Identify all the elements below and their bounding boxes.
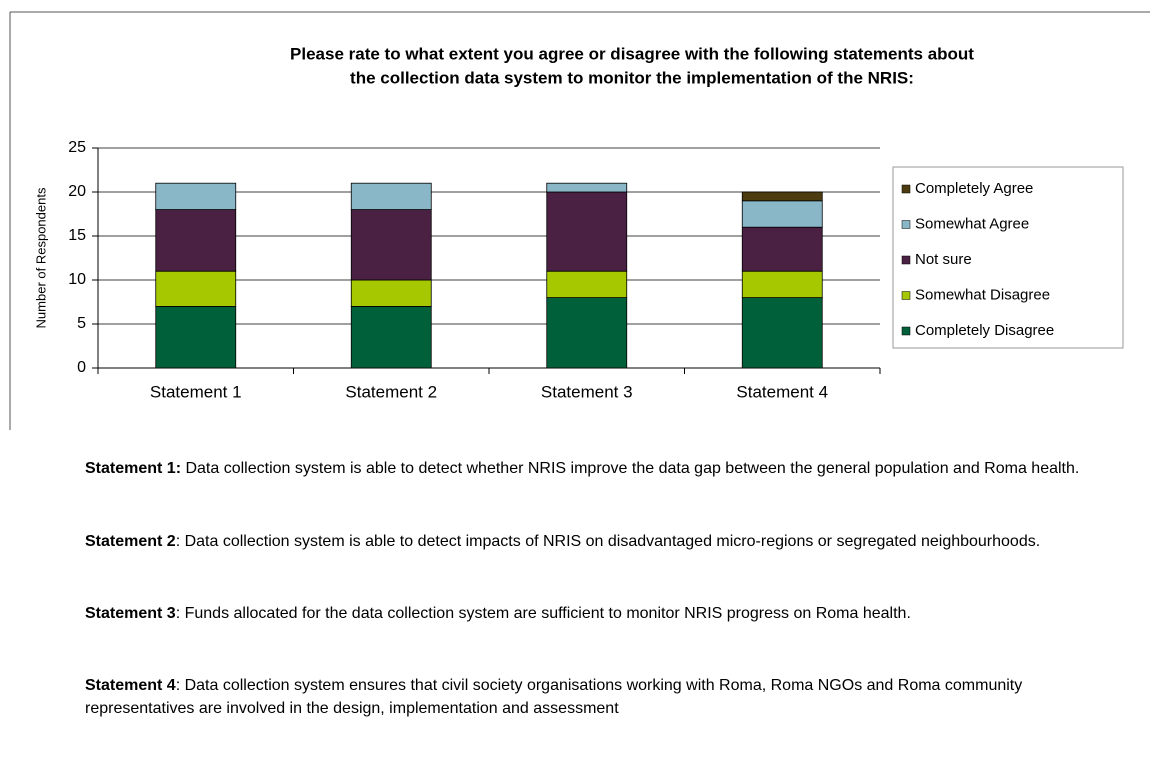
y-tick-label: 20 <box>68 183 86 200</box>
statement: Statement 3: Funds allocated for the dat… <box>85 602 1085 625</box>
legend-swatch <box>901 220 911 229</box>
bar-segment <box>546 191 628 272</box>
bar-segment <box>741 191 823 202</box>
legend-label: Somewhat Agree <box>915 215 1029 232</box>
bar-segment <box>546 270 628 299</box>
bar-segment <box>350 305 432 369</box>
legend-label: Completely Agree <box>915 180 1033 197</box>
bar-segment <box>155 182 237 210</box>
statement-label: Statement 1: <box>85 460 182 477</box>
bar-segment <box>741 297 823 369</box>
x-tick-label: Statement 2 <box>345 382 437 401</box>
y-tick-label: 10 <box>68 271 86 288</box>
bar-segment <box>546 182 628 193</box>
chart-title: Please rate to what extent you agree or … <box>290 44 974 63</box>
bar-segment <box>350 182 432 210</box>
legend-label: Somewhat Disagree <box>915 286 1050 303</box>
legend-swatch <box>901 326 911 336</box>
y-tick-label: 25 <box>68 139 86 156</box>
x-tick-label: Statement 3 <box>541 382 633 401</box>
statement-text: : Data collection system ensures that ci… <box>85 677 1023 717</box>
statement-text: Data collection system is able to detect… <box>181 460 1080 477</box>
bar-segment <box>155 209 237 272</box>
y-tick-label: 0 <box>77 359 86 376</box>
x-tick-label: Statement 4 <box>736 382 828 401</box>
statement: Statement 1: Data collection system is a… <box>85 457 1085 480</box>
statement: Statement 2: Data collection system is a… <box>85 530 1085 553</box>
bar-segment <box>350 209 432 281</box>
legend-label: Not sure <box>915 251 972 268</box>
statement-label: Statement 4 <box>85 677 176 694</box>
bar-segment <box>741 200 823 228</box>
legend-box <box>892 166 1124 349</box>
y-axis-label: Number of Respondents <box>33 187 48 328</box>
y-tick-label: 5 <box>77 315 86 332</box>
bar-segment <box>155 305 237 369</box>
statement-text: : Data collection system is able to dete… <box>175 533 1041 550</box>
statement-text: : Funds allocated for the data collectio… <box>175 605 911 622</box>
legend-swatch <box>901 255 911 265</box>
y-tick-label: 15 <box>68 227 86 244</box>
chart-title: the collection data system to monitor th… <box>350 68 914 87</box>
statement-label: Statement 3 <box>85 605 176 622</box>
bar-segment <box>546 297 628 369</box>
bar-segment <box>155 270 237 307</box>
bar-segment <box>741 270 823 299</box>
statement: Statement 4: Data collection system ensu… <box>85 674 1085 720</box>
chart: Please rate to what extent you agree or … <box>9 11 1150 430</box>
x-tick-label: Statement 1 <box>150 382 242 401</box>
legend-swatch <box>901 291 911 300</box>
bar-segment <box>350 279 432 307</box>
statement-label: Statement 2 <box>85 533 176 550</box>
bar-segment <box>741 226 823 272</box>
legend-label: Completely Disagree <box>915 322 1054 339</box>
legend-swatch <box>901 184 911 194</box>
